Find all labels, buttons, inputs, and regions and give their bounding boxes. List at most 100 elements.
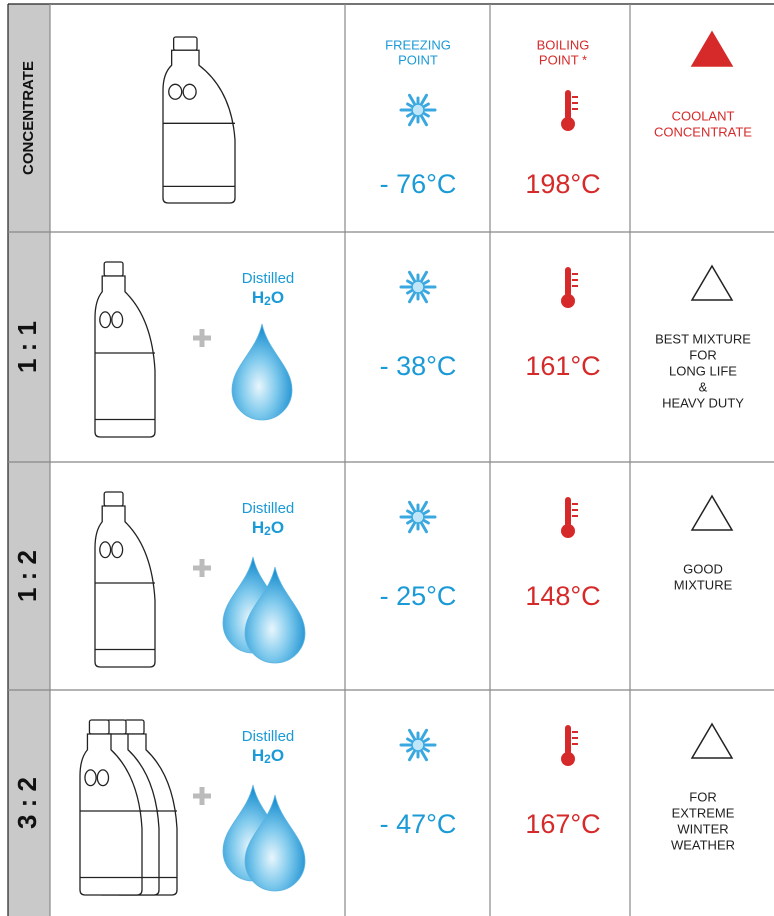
water-formula: H2O [252,288,284,308]
thermo-bulb [561,117,575,131]
snowflake-icon [401,502,435,531]
thermo-tick [572,285,578,287]
bottle-cap [174,37,197,50]
bottle-cap [124,720,144,734]
plus-sign [200,787,205,805]
boiling-value: 148°C [525,581,600,611]
note-line: BEST MIXTURE [655,331,751,346]
thermo-tick [572,737,578,739]
bottle-cap [104,262,123,276]
water-word: Distilled [242,728,295,745]
warning-triangle [692,724,732,758]
thermo-tick [572,273,578,275]
note-line: MIXTURE [674,577,733,592]
ratio-label: 1 : 1 [12,321,42,373]
warning-triangle [692,32,732,66]
thermometer-icon [561,90,578,131]
snowflake-core [412,104,424,116]
snowflake-core [412,739,424,751]
formula-part: H [252,518,264,537]
water-word: Distilled [242,500,295,517]
bottle-icon [95,262,155,437]
warning-triangle [692,496,732,530]
bottle-dot [97,770,108,786]
ratio-label: 3 : 2 [12,777,42,829]
note-line: CONCENTRATE [654,124,752,139]
boiling-value: 161°C [525,351,600,381]
bottle-body [163,50,235,203]
thermo-tube [565,267,571,297]
formula-part: H [252,288,264,307]
note-line: COOLANT [672,108,735,123]
freezing-value: - 25°C [380,581,457,611]
formula-part: H [252,746,264,765]
thermo-tick [572,731,578,733]
water-formula: H2O [252,746,284,766]
thermo-bulb [561,524,575,538]
bottle-body [95,276,155,437]
thermometer-icon [561,267,578,308]
boiling-value: 167°C [525,809,600,839]
snowflake-core [412,511,424,523]
bottle-dot [169,84,182,99]
thermo-tick [572,743,578,745]
formula-part: O [271,288,284,307]
note-line: FOR [689,789,716,804]
note-line: GOOD [683,561,723,576]
note-line: LONG LIFE [669,363,737,378]
thermometer-icon [561,497,578,538]
bottle-cap [104,492,123,506]
thermo-tick [572,503,578,505]
thermo-tick [572,96,578,98]
note-line: WEATHER [671,837,735,852]
freezing-header: POINT [398,52,438,67]
freezing-header: FREEZING [385,37,451,52]
thermo-tick [572,279,578,281]
bottle-dot [183,84,196,99]
water-word: Distilled [242,270,295,287]
warning-triangle [692,266,732,300]
thermo-bulb [561,752,575,766]
snowflake-icon [401,730,435,759]
bottle-dot [85,770,96,786]
formula-part: O [271,518,284,537]
snowflake-icon [401,272,435,301]
thermo-tick [572,515,578,517]
note-line: FOR [689,347,716,362]
freezing-value: - 38°C [380,351,457,381]
thermo-tube [565,725,571,755]
freezing-value: - 76°C [380,169,457,199]
note-line: & [699,379,708,394]
boiling-header: BOILING [537,37,590,52]
water-drop [232,324,292,420]
thermo-tick [572,108,578,110]
boiling-value: 198°C [525,169,600,199]
bottle-dot [112,542,123,558]
bottle-body [95,506,155,667]
thermo-tube [565,497,571,527]
freezing-value: - 47°C [380,809,457,839]
thermo-tick [572,102,578,104]
thermometer-icon [561,725,578,766]
plus-sign [200,329,205,347]
thermo-tick [572,509,578,511]
note-line: EXTREME [672,805,735,820]
note-line: WINTER [677,821,728,836]
bottle-dot [100,542,111,558]
thermo-bulb [561,294,575,308]
bottle-dot [100,312,111,328]
thermo-tube [565,90,571,120]
plus-sign [200,559,205,577]
snowflake-core [412,281,424,293]
formula-part: O [271,746,284,765]
bottle-icon [163,37,235,203]
bottle-cap [89,720,109,734]
note-line: HEAVY DUTY [662,395,744,410]
ratio-label: 1 : 2 [12,550,42,602]
snowflake-icon [401,95,435,124]
coolant-table: FREEZINGPOINT BOILINGPOINT * CONCENTRATE - … [0,0,774,916]
bottle-dot [112,312,123,328]
ratio-label: CONCENTRATE [20,61,37,175]
boiling-header: POINT * [539,52,587,67]
water-formula: H2O [252,518,284,538]
